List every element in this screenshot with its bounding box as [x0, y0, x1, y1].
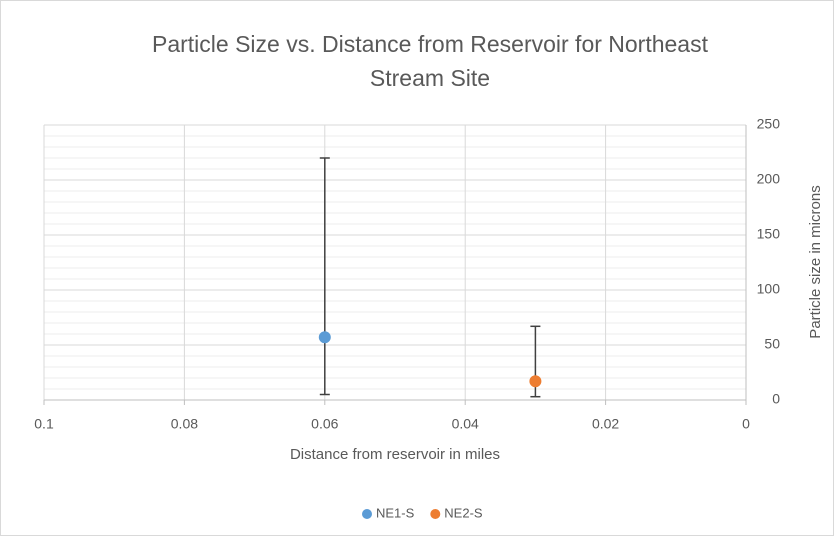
legend-label: NE2-S [444, 505, 483, 520]
y-tick-label: 200 [757, 171, 781, 187]
y-tick-label: 0 [772, 391, 780, 407]
y-tick-label: 250 [757, 116, 781, 132]
legend-marker [430, 509, 441, 519]
chart-title: Particle Size vs. Distance from Reservoi… [152, 31, 709, 91]
x-tick-label: 0.1 [34, 416, 54, 432]
y-tick-label: 100 [757, 281, 781, 297]
legend-label: NE1-S [376, 505, 415, 520]
x-tick-label: 0.08 [171, 416, 198, 432]
x-tick-label: 0 [742, 416, 750, 432]
legend-marker [362, 509, 372, 519]
x-axis-label: Distance from reservoir in miles [290, 446, 500, 463]
point [318, 331, 331, 344]
x-tick-label: 0.04 [452, 416, 479, 432]
y-tick-label: 50 [764, 336, 780, 352]
y-axis-label: Particle size in microns [807, 185, 824, 338]
x-tick-label: 0.02 [592, 416, 619, 432]
y-tick-label: 150 [757, 226, 781, 242]
point [529, 375, 542, 388]
x-tick-label: 0.06 [311, 416, 338, 432]
